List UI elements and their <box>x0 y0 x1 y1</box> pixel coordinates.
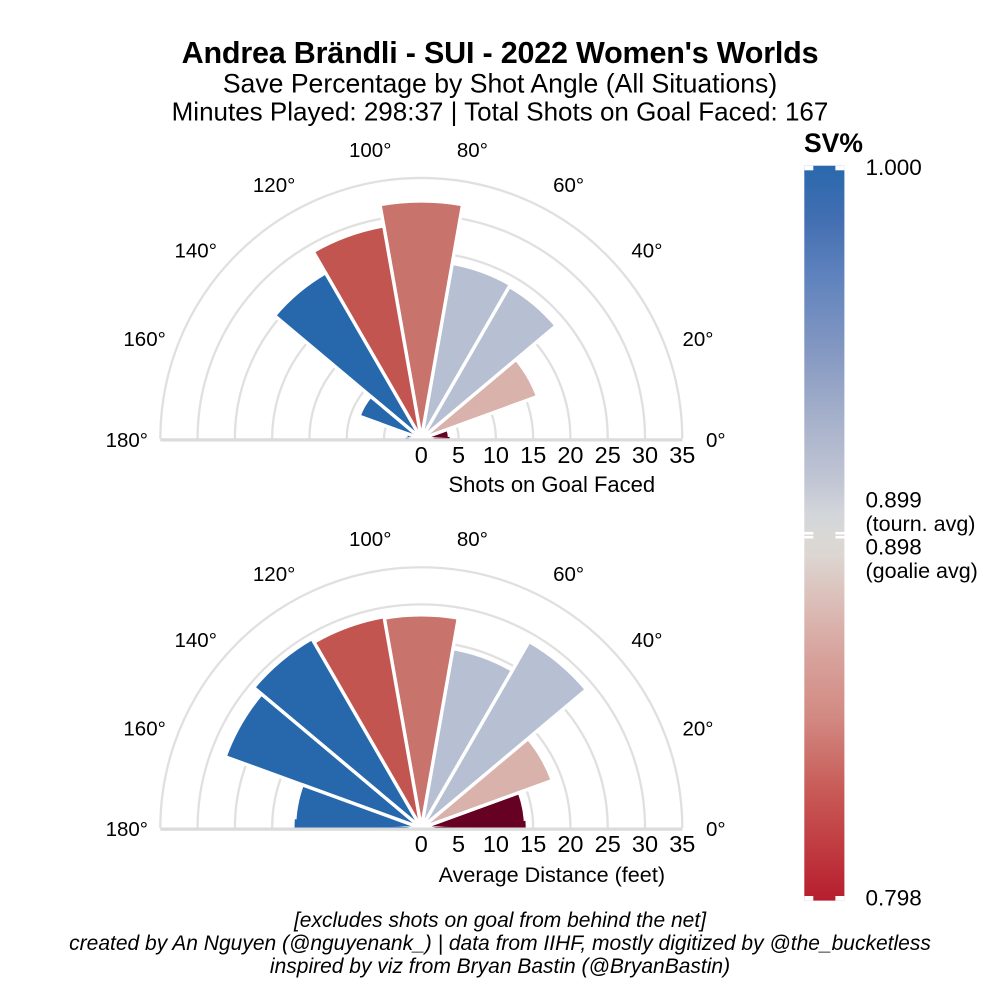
svg-text:0.899: 0.899 <box>866 488 922 513</box>
svg-text:(tourn. avg): (tourn. avg) <box>866 512 976 536</box>
svg-text:Average Distance (feet): Average Distance (feet) <box>439 862 665 887</box>
svg-text:10: 10 <box>483 831 509 857</box>
svg-text:5: 5 <box>452 831 465 857</box>
svg-text:20: 20 <box>557 831 583 857</box>
svg-text:100°: 100° <box>349 528 391 551</box>
svg-text:0.798: 0.798 <box>866 886 922 911</box>
svg-text:0°: 0° <box>706 429 726 452</box>
svg-text:Andrea Brändli - SUI - 2022 Wo: Andrea Brändli - SUI - 2022 Women's Worl… <box>182 36 819 70</box>
svg-text:0: 0 <box>415 831 428 857</box>
svg-text:25: 25 <box>595 831 621 857</box>
svg-text:140°: 140° <box>174 629 216 652</box>
svg-text:160°: 160° <box>123 328 165 351</box>
svg-text:0.898: 0.898 <box>866 535 922 560</box>
svg-text:Minutes Played: 298:37 | Total: Minutes Played: 298:37 | Total Shots on … <box>172 97 829 127</box>
svg-text:35: 35 <box>669 442 695 468</box>
svg-text:60°: 60° <box>553 174 584 197</box>
svg-text:(goalie avg): (goalie avg) <box>866 559 978 583</box>
svg-text:5: 5 <box>452 442 465 468</box>
svg-text:0°: 0° <box>706 818 726 841</box>
svg-text:15: 15 <box>520 831 546 857</box>
svg-text:140°: 140° <box>174 240 216 263</box>
svg-text:inspired by viz from Bryan Bas: inspired by viz from Bryan Bastin (@Brya… <box>270 955 730 978</box>
svg-text:35: 35 <box>669 831 695 857</box>
svg-text:[excludes shots on goal from b: [excludes shots on goal from behind the … <box>293 909 707 932</box>
svg-text:40°: 40° <box>631 240 662 263</box>
svg-text:120°: 120° <box>253 563 295 586</box>
svg-text:40°: 40° <box>631 629 662 652</box>
svg-text:180°: 180° <box>106 429 148 452</box>
svg-text:SV%: SV% <box>804 128 863 158</box>
svg-text:Shots on Goal Faced: Shots on Goal Faced <box>448 472 655 497</box>
svg-text:30: 30 <box>632 442 658 468</box>
svg-text:created by An Nguyen (@nguyena: created by An Nguyen (@nguyenank_) | dat… <box>69 932 931 955</box>
svg-text:60°: 60° <box>553 563 584 586</box>
svg-text:10: 10 <box>483 442 509 468</box>
svg-text:120°: 120° <box>253 174 295 197</box>
svg-text:25: 25 <box>595 442 621 468</box>
svg-text:80°: 80° <box>457 139 488 162</box>
svg-text:160°: 160° <box>123 717 165 740</box>
svg-text:80°: 80° <box>457 528 488 551</box>
svg-text:20°: 20° <box>682 328 713 351</box>
svg-text:1.000: 1.000 <box>866 155 922 180</box>
svg-text:30: 30 <box>632 831 658 857</box>
svg-text:Save Percentage by Shot Angle: Save Percentage by Shot Angle (All Situa… <box>223 69 777 99</box>
svg-text:15: 15 <box>520 442 546 468</box>
svg-text:20: 20 <box>557 442 583 468</box>
svg-text:180°: 180° <box>106 818 148 841</box>
svg-text:20°: 20° <box>682 717 713 740</box>
svg-text:100°: 100° <box>349 139 391 162</box>
svg-text:0: 0 <box>415 442 428 468</box>
